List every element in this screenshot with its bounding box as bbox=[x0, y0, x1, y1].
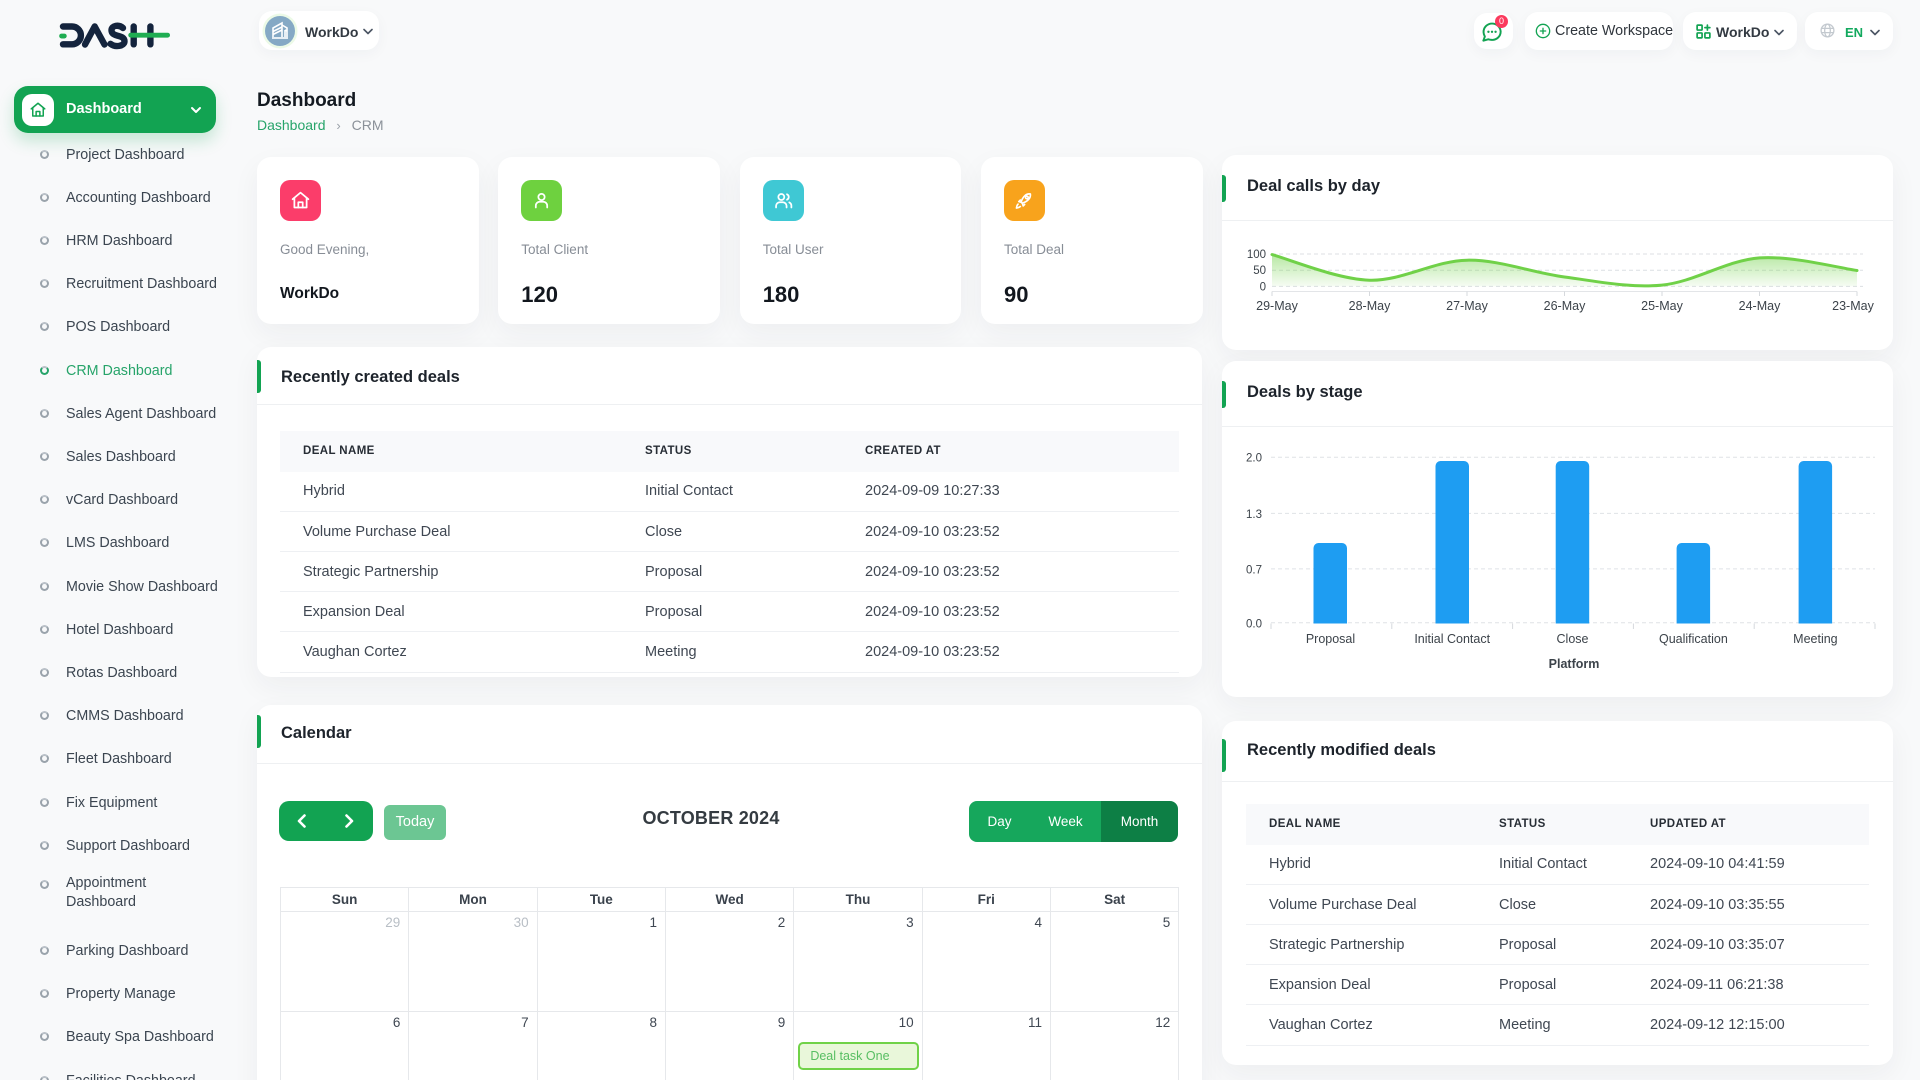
svg-text:25-May: 25-May bbox=[1641, 299, 1683, 313]
svg-text:2.0: 2.0 bbox=[1246, 453, 1262, 465]
svg-text:26-May: 26-May bbox=[1544, 299, 1586, 313]
svg-text:100: 100 bbox=[1247, 249, 1266, 261]
svg-text:0.7: 0.7 bbox=[1246, 564, 1262, 576]
svg-text:28-May: 28-May bbox=[1349, 299, 1391, 313]
svg-text:24-May: 24-May bbox=[1739, 299, 1781, 313]
svg-text:Meeting: Meeting bbox=[1793, 632, 1838, 646]
svg-text:Initial Contact: Initial Contact bbox=[1414, 632, 1490, 646]
svg-text:Qualification: Qualification bbox=[1659, 632, 1728, 646]
svg-text:0: 0 bbox=[1260, 281, 1266, 293]
svg-text:1.3: 1.3 bbox=[1246, 509, 1262, 521]
svg-text:23-May: 23-May bbox=[1832, 299, 1874, 313]
svg-text:29-May: 29-May bbox=[1256, 299, 1298, 313]
svg-text:27-May: 27-May bbox=[1446, 299, 1488, 313]
svg-text:Close: Close bbox=[1557, 632, 1589, 646]
svg-text:0.0: 0.0 bbox=[1246, 618, 1262, 630]
svg-text:50: 50 bbox=[1253, 265, 1266, 277]
svg-text:Platform: Platform bbox=[1549, 657, 1600, 671]
svg-text:Proposal: Proposal bbox=[1306, 632, 1355, 646]
